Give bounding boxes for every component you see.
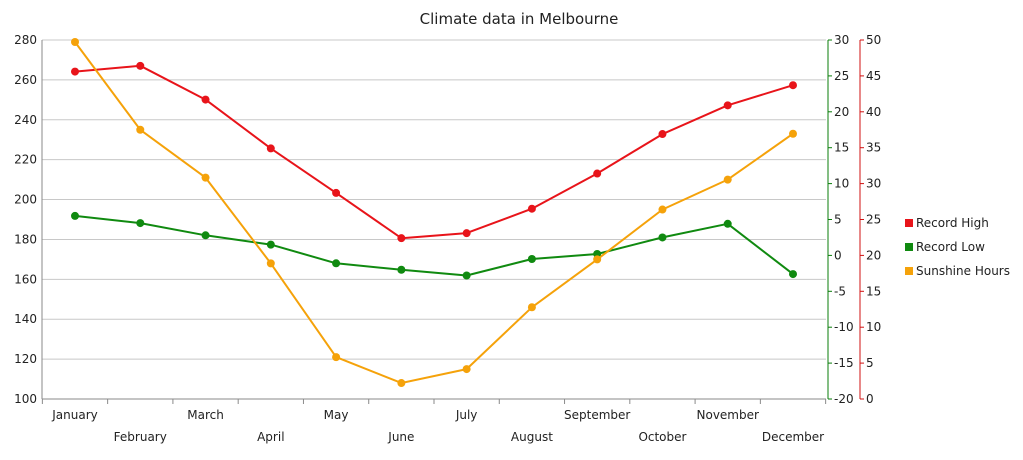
data-point: [332, 259, 341, 268]
legend-label: Sunshine Hours: [916, 264, 1010, 278]
series-layer: [71, 37, 797, 388]
data-point: [723, 175, 732, 184]
x-tick-label: December: [762, 430, 824, 444]
legend-label: Record Low: [916, 240, 985, 254]
data-point: [593, 255, 602, 264]
x-tick-label: February: [114, 430, 167, 444]
y-axis-right-red-tick-label: 45: [866, 69, 881, 83]
y-axis-right-green-tick-label: 15: [834, 141, 849, 155]
grid-lines: [42, 39, 826, 400]
y-tick-label-left: 160: [14, 272, 37, 286]
data-point: [593, 169, 602, 178]
y-axis-right-red-tick-label: 10: [866, 320, 881, 334]
data-point: [462, 365, 471, 374]
data-point: [527, 204, 536, 213]
x-tick-label: July: [455, 408, 478, 422]
x-tick-label: September: [564, 408, 630, 422]
axes: 100120140160180200220240260280-20-15-10-…: [14, 33, 881, 444]
y-tick-label-left: 280: [14, 33, 37, 47]
data-point: [397, 379, 406, 388]
data-point: [332, 353, 341, 362]
x-tick-label: August: [511, 430, 553, 444]
data-point: [136, 61, 145, 70]
y-axis-right-red-tick-label: 15: [866, 284, 881, 298]
data-point: [789, 129, 797, 138]
y-axis-right-green-tick-label: 25: [834, 69, 849, 83]
series-line: [74, 214, 794, 277]
data-point: [723, 219, 732, 228]
y-axis-right-red-tick-label: 5: [866, 356, 874, 370]
data-point: [201, 95, 210, 104]
y-axis-right-red-tick-label: 30: [866, 177, 881, 191]
data-point: [462, 271, 471, 280]
y-axis-right-green-tick-label: 10: [834, 177, 849, 191]
data-point: [723, 101, 732, 110]
data-point: [266, 259, 275, 268]
y-axis-right-red-tick-label: 0: [866, 392, 874, 406]
x-tick-label: October: [638, 430, 686, 444]
x-tick-label: April: [257, 430, 284, 444]
y-tick-label-left: 240: [14, 113, 37, 127]
y-tick-label-left: 180: [14, 232, 37, 246]
y-axis-right-red-tick-label: 35: [866, 141, 881, 155]
data-point: [71, 37, 79, 46]
data-point: [527, 254, 536, 263]
series-line: [74, 41, 794, 384]
y-axis-right-red-tick-label: 25: [866, 213, 881, 227]
data-point: [462, 229, 471, 238]
data-point: [658, 205, 667, 214]
y-axis-right-red-tick-label: 40: [866, 105, 881, 119]
x-tick-label: January: [51, 408, 98, 422]
chart-title: Climate data in Melbourne: [420, 10, 619, 28]
data-point: [789, 270, 797, 279]
data-point: [201, 231, 210, 240]
legend: Record High Record Low Sunshine Hours: [905, 216, 1010, 278]
y-axis-right-green-tick-label: 5: [834, 213, 842, 227]
legend-swatch: [905, 219, 913, 227]
y-axis-right-green-tick-label: 0: [834, 248, 842, 262]
data-point: [136, 125, 145, 134]
y-axis-right-green-tick-label: -20: [834, 392, 854, 406]
y-tick-label-left: 100: [14, 392, 37, 406]
data-point: [397, 265, 406, 274]
y-axis-right-red-tick-label: 50: [866, 33, 881, 47]
data-point: [266, 240, 275, 249]
y-axis-right-green-tick-label: -10: [834, 320, 854, 334]
y-tick-label-left: 140: [14, 312, 37, 326]
data-point: [332, 188, 341, 197]
data-point: [136, 219, 145, 228]
y-tick-label-left: 220: [14, 153, 37, 167]
data-point: [658, 130, 667, 139]
data-point: [266, 144, 275, 153]
data-point: [658, 233, 667, 242]
y-axis-right-green-tick-label: -5: [834, 284, 846, 298]
y-axis-right-green-tick-label: 20: [834, 105, 849, 119]
series-line: [74, 64, 794, 240]
legend-label: Record High: [916, 216, 989, 230]
x-tick-label: November: [697, 408, 759, 422]
legend-swatch: [905, 243, 913, 251]
data-point: [397, 234, 406, 243]
y-axis-right-green-tick-label: 30: [834, 33, 849, 47]
data-point: [201, 173, 210, 182]
y-axis-right-green-tick-label: -15: [834, 356, 854, 370]
data-point: [789, 81, 797, 90]
data-point: [71, 211, 79, 220]
x-tick-label: March: [187, 408, 224, 422]
x-tick-label: May: [324, 408, 349, 422]
data-point: [527, 303, 536, 312]
legend-swatch: [905, 267, 913, 275]
data-point: [71, 67, 79, 76]
y-tick-label-left: 200: [14, 193, 37, 207]
x-tick-label: June: [387, 430, 414, 444]
y-tick-label-left: 260: [14, 73, 37, 87]
y-axis-right-red-tick-label: 20: [866, 248, 881, 262]
y-tick-label-left: 120: [14, 352, 37, 366]
